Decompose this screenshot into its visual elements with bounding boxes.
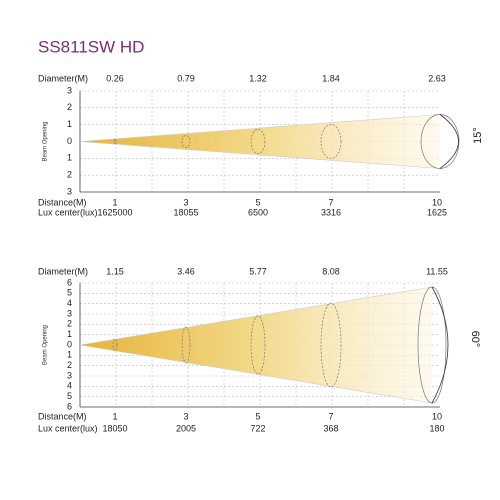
diameter-value: 3.46 <box>177 266 195 276</box>
beam-section <box>181 326 191 364</box>
y-label: 1 <box>67 153 72 163</box>
y-label: 6 <box>67 277 72 287</box>
lux-value: 368 <box>323 423 338 433</box>
beam-edge <box>79 141 441 169</box>
beam-section <box>250 129 266 154</box>
diameter-value: 1.15 <box>106 266 124 276</box>
diameter-value: 0.79 <box>177 73 195 83</box>
distance-value: 1 <box>112 411 117 421</box>
beam-edge <box>79 114 441 142</box>
lux-value: 6500 <box>248 207 268 217</box>
lux-value: 18050 <box>102 423 127 433</box>
y-label: 3 <box>67 308 72 318</box>
beam-section <box>181 135 191 148</box>
y-label: 2 <box>67 102 72 112</box>
axis-label: Beam Opening <box>43 325 49 365</box>
diameter-value: 0.26 <box>106 73 124 83</box>
y-label: 3 <box>67 370 72 380</box>
angle-bracket <box>431 286 449 404</box>
diameter-value: 11.55 <box>426 266 448 276</box>
y-label: 4 <box>67 298 72 308</box>
distance-value: 10 <box>432 197 442 207</box>
lux-value: 18055 <box>173 207 198 217</box>
beam-section <box>320 124 342 159</box>
distance-value: 3 <box>183 411 188 421</box>
y-label: 1 <box>67 119 72 129</box>
diameter-label: Diameter(M) <box>38 73 88 83</box>
y-label: 0 <box>67 339 72 349</box>
beam-cone <box>80 114 440 169</box>
beam-section <box>250 315 266 375</box>
lux-value: 1625000 <box>97 207 132 217</box>
y-label: 2 <box>67 360 72 370</box>
lux-label: Lux center(lux) <box>38 207 98 217</box>
axis-label: Beam Opening <box>43 121 49 161</box>
angle-bracket <box>439 114 459 169</box>
lux-value: 180 <box>429 423 444 433</box>
y-label: 6 <box>67 401 72 411</box>
distance-value: 1 <box>112 197 117 207</box>
diameter-value: 1.32 <box>249 73 267 83</box>
distance-label: Distance(M) <box>38 411 87 421</box>
lux-value: 2005 <box>176 423 196 433</box>
angle-label: 15° <box>472 127 484 144</box>
y-label: 2 <box>67 319 72 329</box>
beam-edge <box>79 344 433 404</box>
y-label: 5 <box>67 391 72 401</box>
beam-section <box>320 302 342 388</box>
diameter-value: 8.08 <box>322 266 340 276</box>
lux-value: 1625 <box>427 207 447 217</box>
title: SS811SW HD <box>38 37 144 56</box>
diameter-value: 5.77 <box>249 266 267 276</box>
angle-label: 60° <box>469 331 481 348</box>
distance-value: 5 <box>255 197 260 207</box>
distance-label: Distance(M) <box>38 197 87 207</box>
lux-label: Lux center(lux) <box>38 423 98 433</box>
beam-cone <box>80 287 432 403</box>
y-label: 2 <box>67 170 72 180</box>
y-label: 3 <box>67 186 72 196</box>
diameter-value: 2.63 <box>428 73 446 83</box>
y-label: 3 <box>67 85 72 95</box>
distance-value: 7 <box>328 411 333 421</box>
diameter-label: Diameter(M) <box>38 266 88 276</box>
distance-value: 5 <box>255 411 260 421</box>
y-label: 5 <box>67 288 72 298</box>
y-label: 1 <box>67 329 72 339</box>
beam-section <box>112 338 118 352</box>
y-label: 0 <box>67 136 72 146</box>
diameter-value: 1.84 <box>322 73 340 83</box>
distance-value: 7 <box>328 197 333 207</box>
beam-edge <box>79 286 433 346</box>
y-label: 4 <box>67 381 72 391</box>
distance-value: 3 <box>183 197 188 207</box>
lux-value: 722 <box>250 423 265 433</box>
lux-value: 3316 <box>321 207 341 217</box>
y-label: 1 <box>67 350 72 360</box>
distance-value: 10 <box>432 411 442 421</box>
beam-section <box>113 138 117 145</box>
